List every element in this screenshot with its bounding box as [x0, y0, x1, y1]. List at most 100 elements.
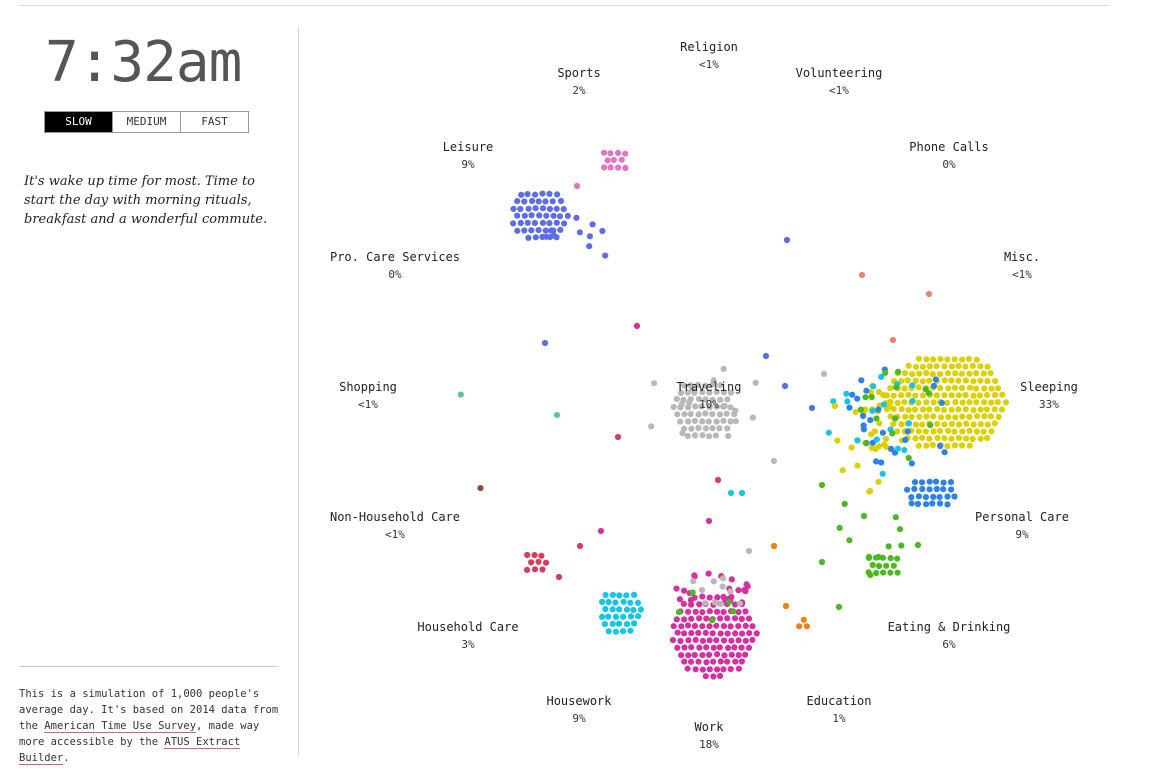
person-dot: [618, 156, 625, 163]
person-dot: [870, 383, 877, 390]
person-dot: [868, 444, 875, 451]
person-dot: [770, 542, 778, 550]
person-dot: [915, 355, 923, 362]
person-dot: [685, 608, 692, 615]
person-dot: [892, 514, 899, 521]
person-dot: [696, 615, 703, 622]
person-dot: [539, 190, 546, 197]
person-dot: [970, 421, 977, 428]
speed-slow-button[interactable]: SLOW: [45, 112, 112, 132]
person-dot: [945, 427, 952, 434]
extract-builder-link[interactable]: ATUS Extract Builder: [19, 736, 241, 765]
person-dot: [706, 404, 713, 411]
person-dot: [710, 578, 717, 585]
person-dot: [724, 425, 731, 432]
person-dot: [677, 637, 684, 645]
person-dot: [546, 205, 554, 213]
person-dot: [888, 445, 895, 452]
person-dot: [706, 594, 713, 601]
person-dot: [605, 598, 612, 606]
person-dot: [919, 363, 927, 370]
person-dot: [688, 630, 695, 637]
person-dot: [681, 382, 688, 389]
person-dot: [702, 396, 709, 403]
speed-fast-button[interactable]: FAST: [180, 112, 248, 132]
person-dot: [895, 368, 902, 375]
person-dot: [937, 442, 944, 450]
person-dot: [731, 644, 738, 651]
person-dot: [741, 587, 748, 594]
person-dot: [600, 149, 608, 156]
person-dot: [994, 385, 1002, 392]
person-dot: [887, 555, 894, 562]
footnote: This is a simulation of 1,000 people's a…: [19, 686, 284, 766]
person-dot: [684, 622, 692, 629]
person-dot: [699, 432, 706, 439]
person-dot: [841, 500, 848, 508]
person-dot: [555, 573, 563, 581]
person-dot: [944, 356, 951, 363]
person-dot: [739, 630, 746, 637]
person-dot: [911, 479, 919, 486]
person-dot: [905, 407, 912, 414]
atus-link[interactable]: American Time Use Survey: [44, 720, 197, 733]
person-dot: [839, 467, 846, 474]
person-dot: [674, 411, 681, 418]
person-dot: [695, 395, 703, 403]
person-dot: [889, 336, 897, 344]
person-dot: [714, 594, 721, 601]
person-dot: [912, 363, 920, 370]
person-dot: [637, 606, 645, 613]
person-dot: [616, 592, 623, 599]
person-dot: [712, 432, 720, 439]
person-dot: [902, 413, 909, 420]
person-dot: [901, 370, 909, 377]
person-dot: [532, 234, 539, 241]
person-dot: [681, 587, 688, 594]
person-dot: [860, 412, 867, 419]
person-dot: [887, 569, 894, 576]
person-dot: [973, 370, 980, 377]
person-dot: [922, 428, 929, 435]
person-dot: [727, 389, 735, 396]
person-dot: [735, 623, 742, 630]
person-dot: [610, 156, 617, 164]
person-dot: [684, 389, 691, 396]
person-dot: [898, 421, 905, 428]
person-dot: [981, 413, 988, 420]
person-dot: [622, 164, 629, 172]
person-dot: [681, 411, 688, 418]
label-misc: Misc. <1%: [1003, 250, 1041, 281]
person-dot: [955, 392, 962, 399]
person-dot: [854, 395, 861, 402]
person-dot: [556, 213, 564, 220]
person-dot: [623, 592, 630, 599]
label-personal-care: Personal Care 9%: [975, 510, 1069, 541]
person-dot: [973, 428, 980, 435]
person-dot: [974, 413, 981, 420]
person-dot: [930, 382, 938, 389]
person-dot: [836, 524, 843, 532]
person-dot: [602, 606, 609, 613]
speed-medium-button[interactable]: MEDIUM: [112, 112, 180, 132]
person-dot: [631, 591, 638, 599]
person-dot: [576, 542, 584, 550]
person-dot: [727, 588, 734, 595]
person-dot: [586, 243, 593, 250]
person-dot: [904, 486, 911, 493]
person-dot: [965, 355, 973, 362]
person-dot: [714, 476, 722, 484]
person-dot: [902, 436, 909, 443]
person-dot: [932, 376, 940, 383]
person-dot: [688, 601, 695, 608]
person-dot: [783, 236, 791, 244]
person-dot: [934, 434, 941, 442]
person-dot: [673, 395, 680, 403]
person-dot: [919, 485, 926, 493]
person-dot: [981, 385, 988, 392]
person-dot: [966, 427, 973, 434]
person-dot: [846, 537, 853, 544]
person-dot: [681, 630, 688, 637]
person-dot: [925, 390, 933, 397]
person-dot: [749, 636, 756, 644]
